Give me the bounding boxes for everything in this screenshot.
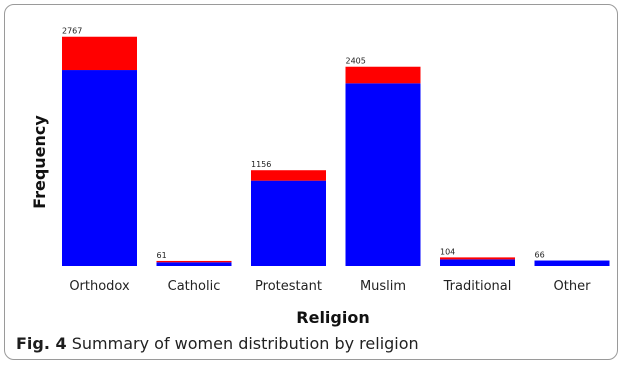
bar-catholic-segment-2 xyxy=(156,260,232,263)
y-axis-label: Frequency xyxy=(30,115,49,209)
x-tick-label-orthodox: Orthodox xyxy=(69,279,130,294)
bar-traditional-segment-1 xyxy=(440,259,515,266)
bar-orthodox-segment-1 xyxy=(62,70,137,267)
bar-muslim-segment-1 xyxy=(345,83,421,266)
value-labels-group: 2767 61 1156 2405 104 66 xyxy=(62,27,545,260)
value-label-catholic: 61 xyxy=(157,251,167,260)
caption-text: Summary of women distribution by religio… xyxy=(71,334,419,353)
x-tick-label-traditional: Traditional xyxy=(443,279,512,294)
x-axis-label: Religion xyxy=(296,308,369,327)
x-tick-label-muslim: Muslim xyxy=(360,279,406,294)
bar-catholic-segment-1 xyxy=(156,262,232,266)
value-label-other: 66 xyxy=(535,251,545,260)
bar-other-segment-1 xyxy=(534,260,610,266)
value-label-orthodox: 2767 xyxy=(62,27,82,36)
value-label-protestant: 1156 xyxy=(251,160,271,169)
figure-caption: Fig. 4 Summary of women distribution by … xyxy=(16,334,419,353)
caption-label: Fig. 4 xyxy=(16,334,67,353)
bar-traditional-segment-2 xyxy=(440,257,515,260)
value-label-muslim: 2405 xyxy=(346,57,366,66)
bar-protestant-segment-2 xyxy=(251,170,326,181)
value-label-traditional: 104 xyxy=(440,247,455,256)
x-tick-label-protestant: Protestant xyxy=(255,279,322,294)
x-tick-label-catholic: Catholic xyxy=(168,279,221,294)
bar-muslim-segment-2 xyxy=(345,66,421,84)
bar-protestant-segment-1 xyxy=(251,180,326,266)
bar-chart: 2767 61 1156 2405 104 66 Orthodox Catholic Prot… xyxy=(30,27,610,327)
bars-group xyxy=(62,36,610,267)
x-tick-labels-group: Orthodox Catholic Protestant Muslim Traditio… xyxy=(69,279,591,294)
x-tick-label-other: Other xyxy=(554,279,592,294)
bar-orthodox-segment-2 xyxy=(62,36,137,71)
